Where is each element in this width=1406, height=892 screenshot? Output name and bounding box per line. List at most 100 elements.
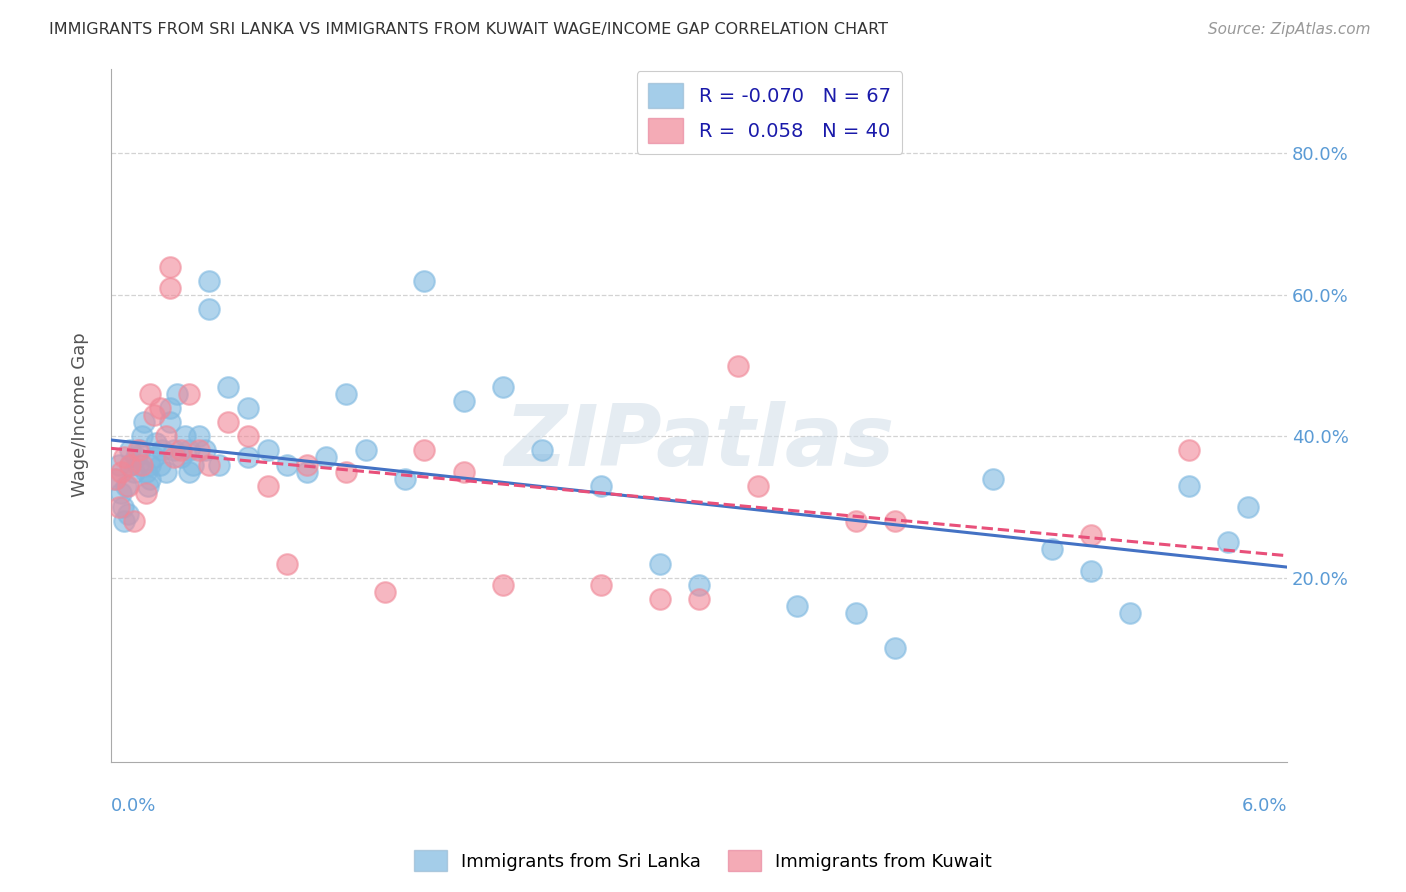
Point	[295, 458, 318, 472]
Point	[295, 465, 318, 479]
Point	[142, 450, 165, 465]
Point	[162, 443, 184, 458]
Point	[256, 443, 278, 458]
Point	[135, 485, 157, 500]
Point	[492, 380, 515, 394]
Point	[747, 479, 769, 493]
Point	[110, 485, 132, 500]
Point	[117, 479, 139, 493]
Point	[194, 443, 217, 458]
Point	[198, 301, 221, 316]
Point	[1080, 528, 1102, 542]
Point	[139, 472, 162, 486]
Point	[120, 443, 142, 458]
Point	[125, 450, 148, 465]
Point	[110, 465, 132, 479]
Point	[207, 458, 229, 472]
Point	[217, 415, 239, 429]
Point	[256, 479, 278, 493]
Point	[181, 458, 204, 472]
Point	[170, 443, 193, 458]
Point	[1080, 564, 1102, 578]
Point	[354, 443, 377, 458]
Point	[135, 465, 157, 479]
Point	[1178, 479, 1201, 493]
Point	[114, 514, 136, 528]
Point	[127, 458, 149, 472]
Y-axis label: Wage/Income Gap: Wage/Income Gap	[72, 333, 89, 498]
Point	[162, 450, 184, 465]
Point	[117, 507, 139, 521]
Point	[145, 436, 167, 450]
Point	[236, 450, 259, 465]
Point	[374, 584, 396, 599]
Text: 0.0%: 0.0%	[111, 797, 156, 815]
Point	[236, 429, 259, 443]
Point	[335, 465, 357, 479]
Point	[589, 578, 612, 592]
Point	[170, 450, 193, 465]
Point	[132, 415, 155, 429]
Point	[217, 380, 239, 394]
Point	[531, 443, 554, 458]
Text: IMMIGRANTS FROM SRI LANKA VS IMMIGRANTS FROM KUWAIT WAGE/INCOME GAP CORRELATION : IMMIGRANTS FROM SRI LANKA VS IMMIGRANTS …	[49, 22, 889, 37]
Point	[786, 599, 808, 613]
Point	[276, 458, 298, 472]
Text: ZIPatlas: ZIPatlas	[503, 401, 894, 484]
Point	[111, 500, 134, 514]
Point	[159, 260, 181, 274]
Point	[155, 429, 177, 443]
Point	[136, 479, 159, 493]
Point	[236, 401, 259, 415]
Point	[1040, 542, 1063, 557]
Point	[159, 401, 181, 415]
Point	[149, 458, 172, 472]
Point	[884, 641, 907, 656]
Point	[166, 386, 188, 401]
Point	[1237, 500, 1260, 514]
Point	[124, 465, 146, 479]
Text: 6.0%: 6.0%	[1241, 797, 1286, 815]
Point	[648, 557, 671, 571]
Point	[159, 281, 181, 295]
Point	[129, 443, 152, 458]
Point	[188, 443, 211, 458]
Point	[981, 472, 1004, 486]
Point	[453, 465, 475, 479]
Point	[159, 415, 181, 429]
Point	[688, 591, 710, 606]
Point	[413, 443, 436, 458]
Point	[198, 274, 221, 288]
Point	[1178, 443, 1201, 458]
Point	[589, 479, 612, 493]
Point	[335, 386, 357, 401]
Point	[120, 458, 142, 472]
Text: Source: ZipAtlas.com: Source: ZipAtlas.com	[1208, 22, 1371, 37]
Point	[104, 472, 127, 486]
Point	[115, 479, 138, 493]
Point	[127, 443, 149, 458]
Point	[1119, 606, 1142, 620]
Point	[174, 429, 197, 443]
Point	[155, 465, 177, 479]
Point	[150, 443, 173, 458]
Point	[688, 578, 710, 592]
Point	[1218, 535, 1240, 549]
Point	[142, 408, 165, 422]
Point	[139, 386, 162, 401]
Point	[394, 472, 416, 486]
Point	[845, 606, 868, 620]
Point	[107, 458, 129, 472]
Point	[131, 458, 153, 472]
Point	[315, 450, 337, 465]
Point	[492, 578, 515, 592]
Point	[198, 458, 221, 472]
Point	[648, 591, 671, 606]
Point	[107, 500, 129, 514]
Point	[179, 465, 201, 479]
Point	[124, 514, 146, 528]
Point	[845, 514, 868, 528]
Legend: Immigrants from Sri Lanka, Immigrants from Kuwait: Immigrants from Sri Lanka, Immigrants fr…	[406, 843, 1000, 879]
Point	[884, 514, 907, 528]
Legend: R = -0.070   N = 67, R =  0.058   N = 40: R = -0.070 N = 67, R = 0.058 N = 40	[637, 71, 903, 154]
